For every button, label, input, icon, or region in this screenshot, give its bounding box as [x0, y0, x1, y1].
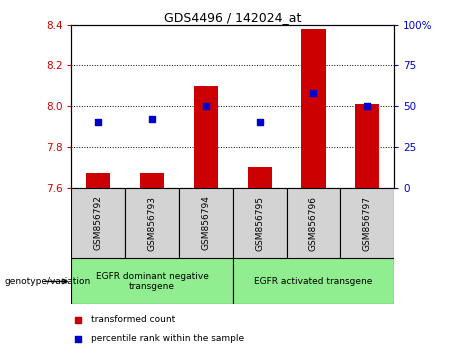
- FancyBboxPatch shape: [71, 188, 125, 258]
- Point: [364, 103, 371, 109]
- Point: [74, 317, 82, 323]
- Point: [202, 103, 210, 109]
- Point: [95, 120, 102, 125]
- Bar: [301, 29, 325, 188]
- Point: [74, 336, 82, 341]
- FancyBboxPatch shape: [179, 188, 233, 258]
- Title: GDS4496 / 142024_at: GDS4496 / 142024_at: [164, 11, 301, 24]
- Point: [310, 90, 317, 96]
- FancyBboxPatch shape: [125, 188, 179, 258]
- Bar: [355, 104, 379, 188]
- Bar: [248, 167, 272, 188]
- FancyBboxPatch shape: [233, 188, 287, 258]
- Text: GSM856796: GSM856796: [309, 195, 318, 251]
- Text: genotype/variation: genotype/variation: [5, 277, 91, 286]
- FancyBboxPatch shape: [287, 188, 340, 258]
- Text: EGFR activated transgene: EGFR activated transgene: [254, 277, 372, 286]
- Text: GSM856793: GSM856793: [148, 195, 157, 251]
- Bar: [86, 173, 111, 188]
- FancyBboxPatch shape: [340, 188, 394, 258]
- Text: GSM856792: GSM856792: [94, 195, 103, 251]
- Text: transformed count: transformed count: [91, 315, 175, 324]
- Point: [148, 116, 156, 122]
- FancyBboxPatch shape: [71, 258, 233, 304]
- Bar: [194, 86, 218, 188]
- Text: percentile rank within the sample: percentile rank within the sample: [91, 334, 244, 343]
- Text: GSM856795: GSM856795: [255, 195, 264, 251]
- FancyBboxPatch shape: [233, 258, 394, 304]
- Text: GSM856797: GSM856797: [363, 195, 372, 251]
- Text: GSM856794: GSM856794: [201, 195, 210, 251]
- Point: [256, 120, 263, 125]
- Text: EGFR dominant negative
transgene: EGFR dominant negative transgene: [96, 272, 208, 291]
- Bar: [140, 173, 164, 188]
